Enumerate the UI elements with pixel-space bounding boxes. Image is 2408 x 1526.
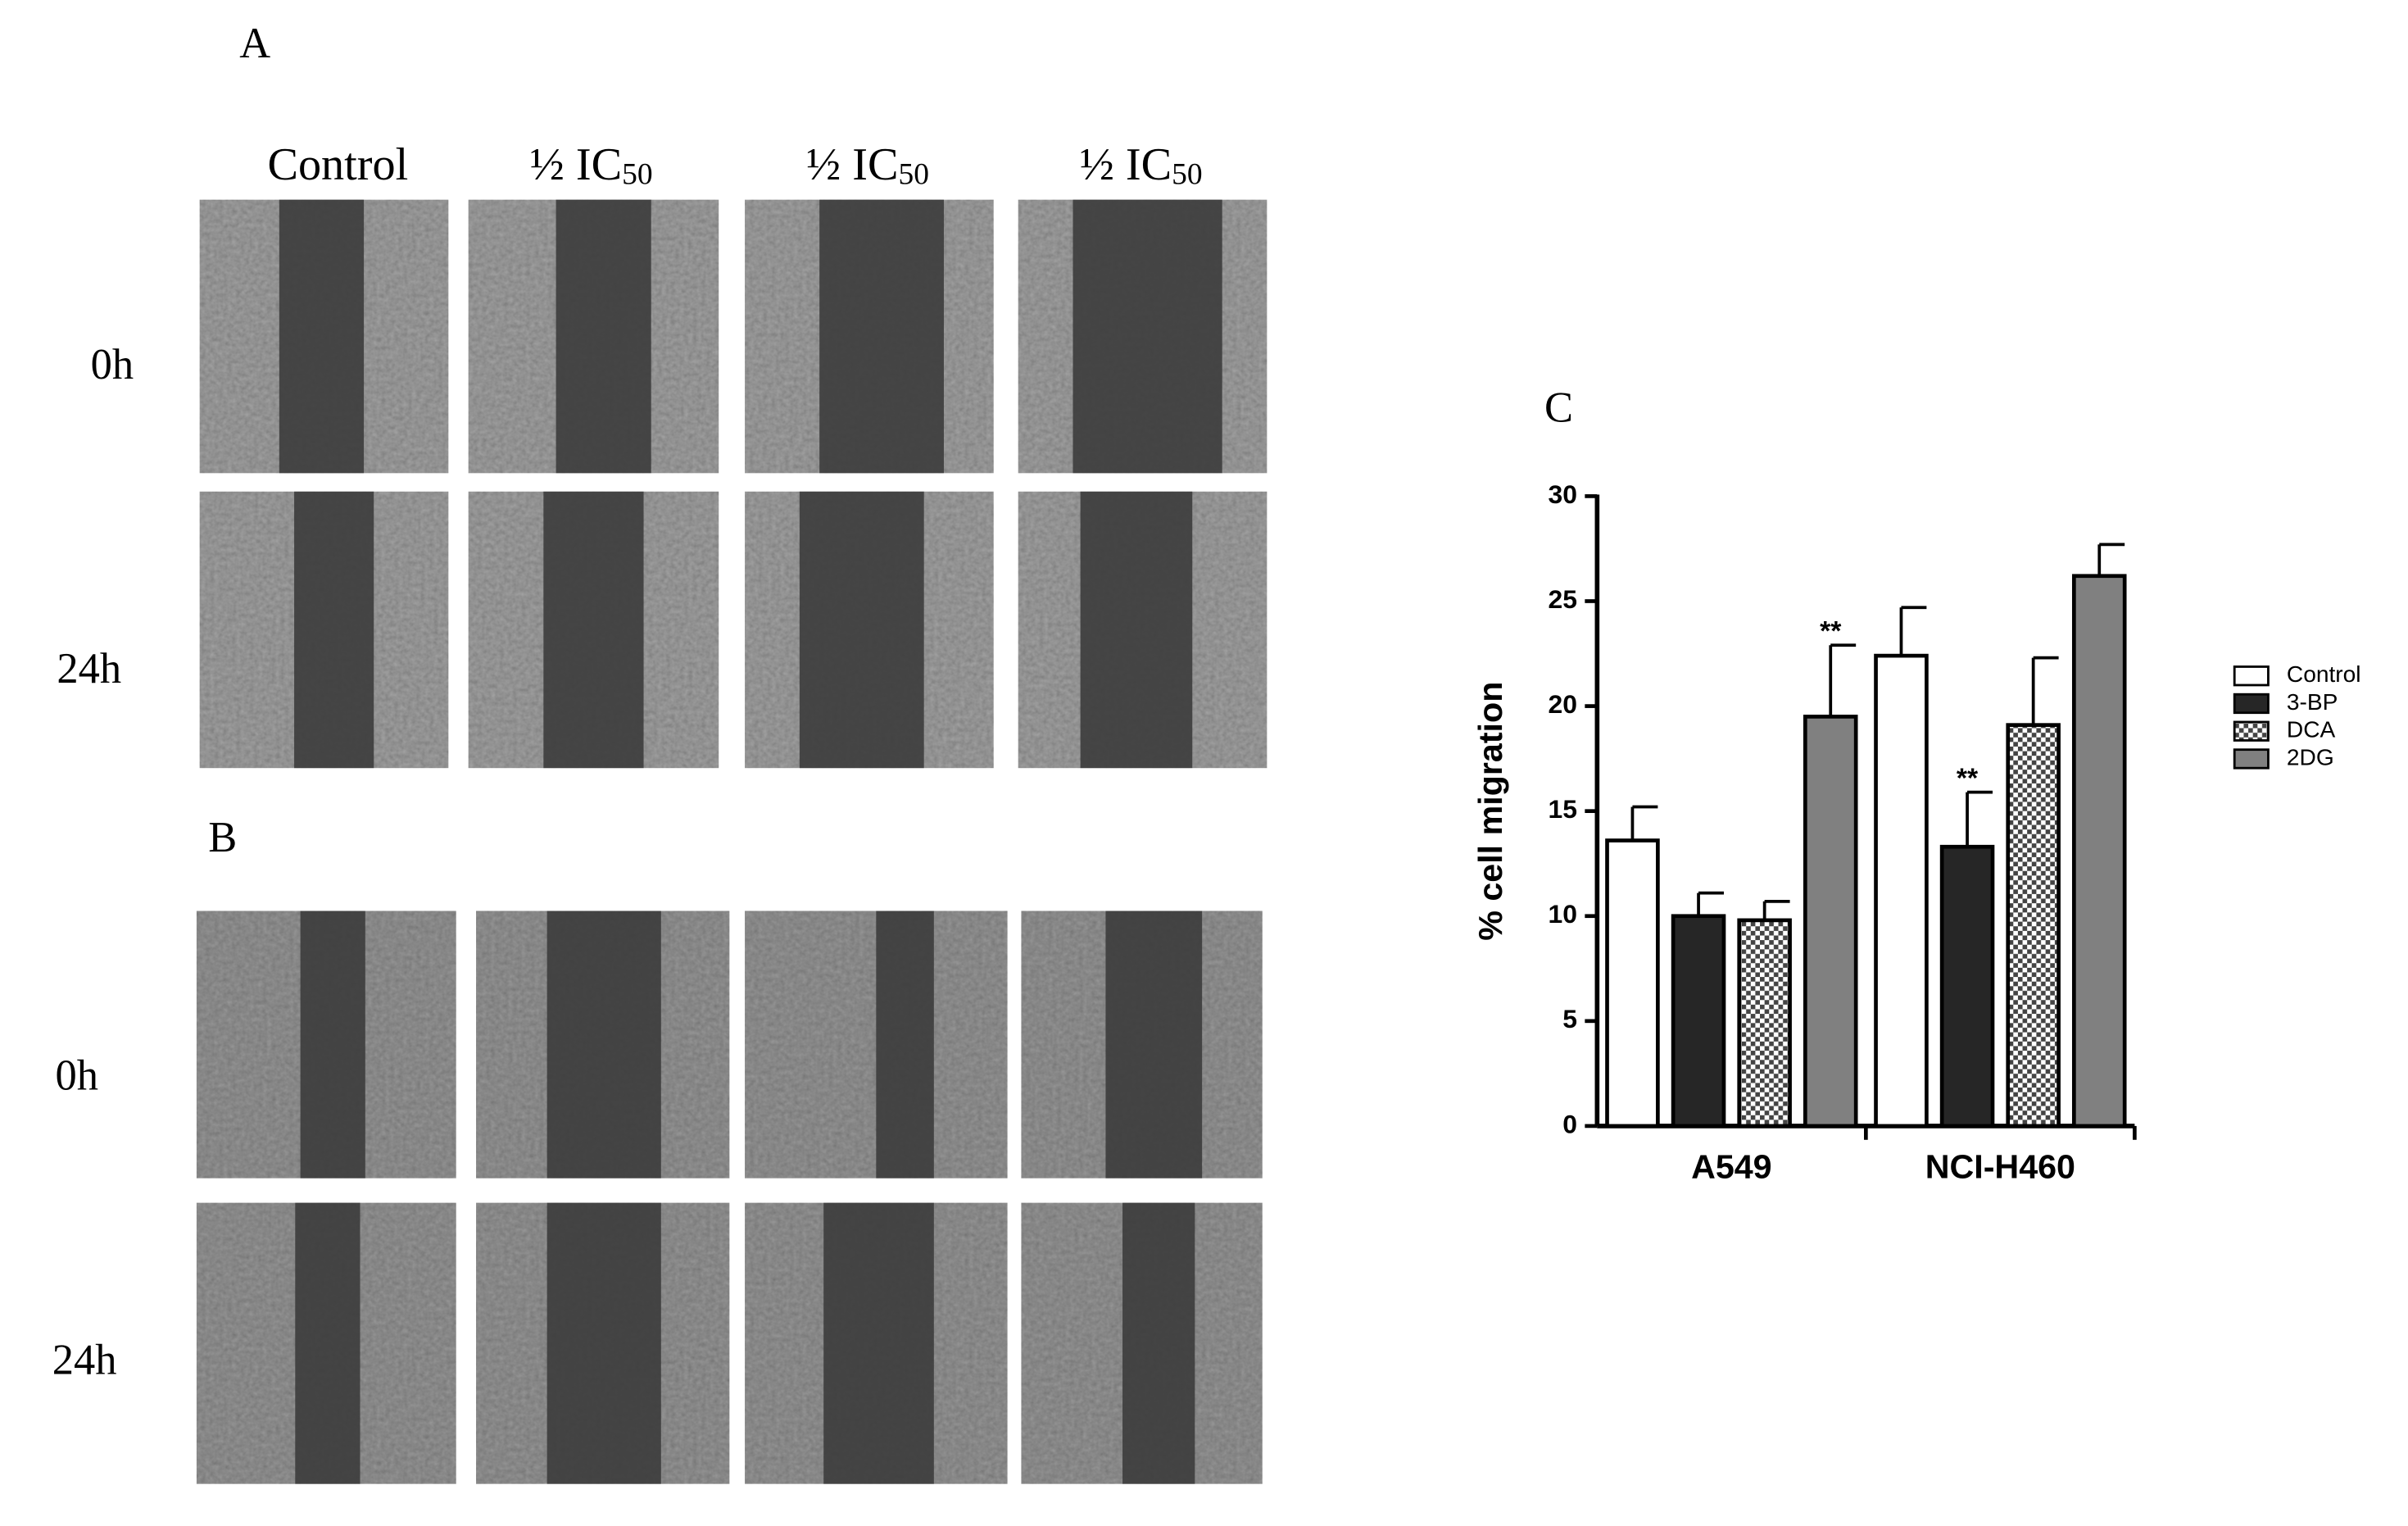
legend-swatch [2233,748,2270,770]
wound-gap [1105,911,1203,1179]
significance-mark: ** [1820,615,1842,647]
bar [1939,844,1995,1129]
legend-label: 2DG [2287,744,2334,770]
bar [1803,715,1858,1129]
micrograph [745,911,1008,1179]
wound-gap [823,1202,934,1484]
legend-swatch [2233,693,2270,715]
micrograph [1021,911,1263,1179]
bar [1874,653,1929,1129]
wound-gap [556,199,651,474]
y-axis-label: % cell migration [1472,682,1509,941]
header-text: ½ IC [1080,139,1172,190]
y-tick-label: 5 [1562,1004,1577,1033]
micrograph [476,1202,730,1484]
bar [1737,918,1792,1129]
micrograph [199,491,449,769]
wound-gap [1122,1202,1195,1484]
wound-gap [1072,199,1222,474]
legend-label: DCA [2287,717,2336,743]
y-tick-label: 20 [1549,689,1577,719]
wound-gap [294,491,374,769]
column-header: ½ IC50 [806,139,929,191]
wound-gap [876,911,934,1179]
bar [2006,723,2061,1129]
row-label: 0h [91,341,134,388]
row-label: 0h [55,1052,97,1100]
wound-gap [279,199,365,474]
y-tick-label: 25 [1549,584,1577,614]
wound-gap [543,491,644,769]
micrograph [745,199,994,474]
legend-label: 3-BP [2287,689,2338,715]
bar [2071,574,2127,1129]
wound-gap [546,911,661,1179]
x-tick-label: A549 [1691,1147,1772,1185]
bar [1605,838,1660,1129]
panel-label: C [1544,384,1573,431]
wound-gap [546,1202,661,1484]
panel-label: B [208,814,237,861]
bar [1671,914,1726,1129]
x-tick-label: NCI-H460 [1925,1147,2075,1185]
micrograph [476,911,730,1179]
significance-mark: ** [1957,763,1979,794]
column-header: ½ IC50 [530,139,653,191]
wound-gap [300,911,365,1179]
row-label: 24h [52,1336,117,1383]
wound-gap [1080,491,1193,769]
micrograph [196,1202,456,1484]
column-header: Control [267,139,408,190]
header-subscript: 50 [1172,157,1202,191]
micrograph [199,199,449,474]
micrograph [468,199,719,474]
y-tick-label: 0 [1562,1109,1577,1138]
header-subscript: 50 [898,157,928,191]
legend-swatch [2233,720,2270,742]
micrograph [1021,1202,1263,1484]
y-tick-label: 15 [1549,794,1577,824]
panel-label: A [239,20,270,67]
row-label: 24h [57,645,121,693]
wound-gap [799,491,924,769]
micrograph [1018,199,1267,474]
micrograph [1018,491,1267,769]
y-tick-label: 10 [1549,899,1577,929]
micrograph [468,491,719,769]
micrograph [196,911,456,1179]
wound-gap [819,199,944,474]
legend-swatch [2233,665,2270,687]
column-header: ½ IC50 [1080,139,1203,191]
header-text: Control [267,139,408,190]
header-text: ½ IC [530,139,622,190]
header-text: ½ IC [806,139,898,190]
y-tick-label: 30 [1549,479,1577,509]
micrograph [745,1202,1008,1484]
micrograph [745,491,994,769]
header-subscript: 50 [622,157,652,191]
wound-gap [295,1202,361,1484]
legend-label: Control [2287,661,2361,687]
